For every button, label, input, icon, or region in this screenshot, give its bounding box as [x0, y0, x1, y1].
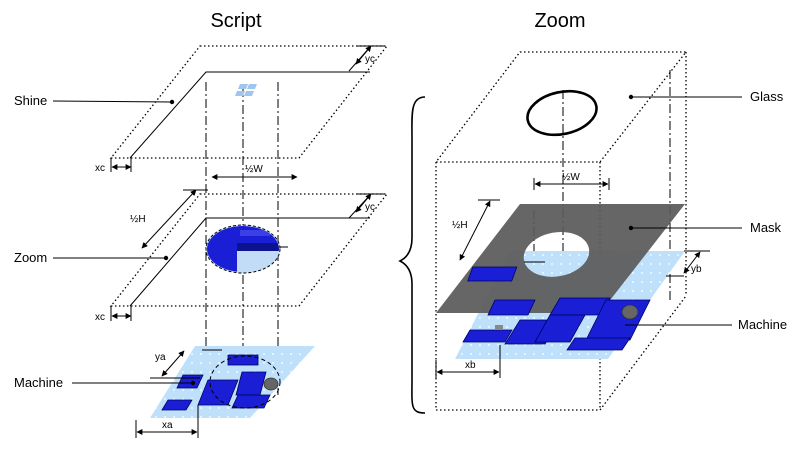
zoom-plane	[109, 193, 389, 307]
label-machine-right: Machine	[738, 317, 787, 332]
zoom-lens	[205, 224, 281, 274]
zoom-offset-lines	[129, 217, 370, 307]
label-mask: Mask	[750, 220, 782, 235]
dim-xb: xb	[465, 360, 476, 371]
script-title: Script	[210, 10, 262, 32]
chip	[227, 354, 259, 366]
shine-plane	[109, 45, 389, 159]
machine-chips-right	[462, 297, 651, 351]
dim-half-h-right: ½H	[452, 220, 468, 231]
machine-board-left	[150, 346, 315, 418]
dim-xc-mid: xc	[95, 312, 105, 323]
glass-plane	[434, 51, 688, 163]
mask-plane	[436, 204, 685, 313]
label-machine-left: Machine	[14, 375, 63, 390]
brace	[398, 96, 426, 414]
dim-xc-top: xc	[95, 163, 105, 174]
label-zoom-left: Zoom	[14, 250, 47, 265]
dim-xa: xa	[162, 420, 173, 431]
dim-yc-top: yc	[365, 54, 375, 65]
shine-offset-lines	[129, 71, 370, 159]
dim-half-w-right: ½W	[562, 172, 580, 183]
dim-ya: ya	[155, 352, 166, 363]
dim-yb: yb	[691, 264, 702, 275]
dim-half-w-left: ½W	[245, 164, 263, 175]
label-shine: Shine	[14, 93, 47, 108]
shine-glint	[235, 84, 257, 96]
zoom-title: Zoom	[534, 10, 585, 32]
script-diagram: yc xc ½W ½H yc xc	[14, 45, 389, 438]
label-glass: Glass	[750, 89, 784, 104]
dim-yc-mid: yc	[365, 202, 375, 213]
glass-lens	[526, 89, 598, 137]
dim-half-h-left: ½H	[130, 214, 146, 225]
mask-window-chip	[467, 266, 518, 282]
zoom-diagram: Glass ½W ½H	[434, 51, 787, 411]
